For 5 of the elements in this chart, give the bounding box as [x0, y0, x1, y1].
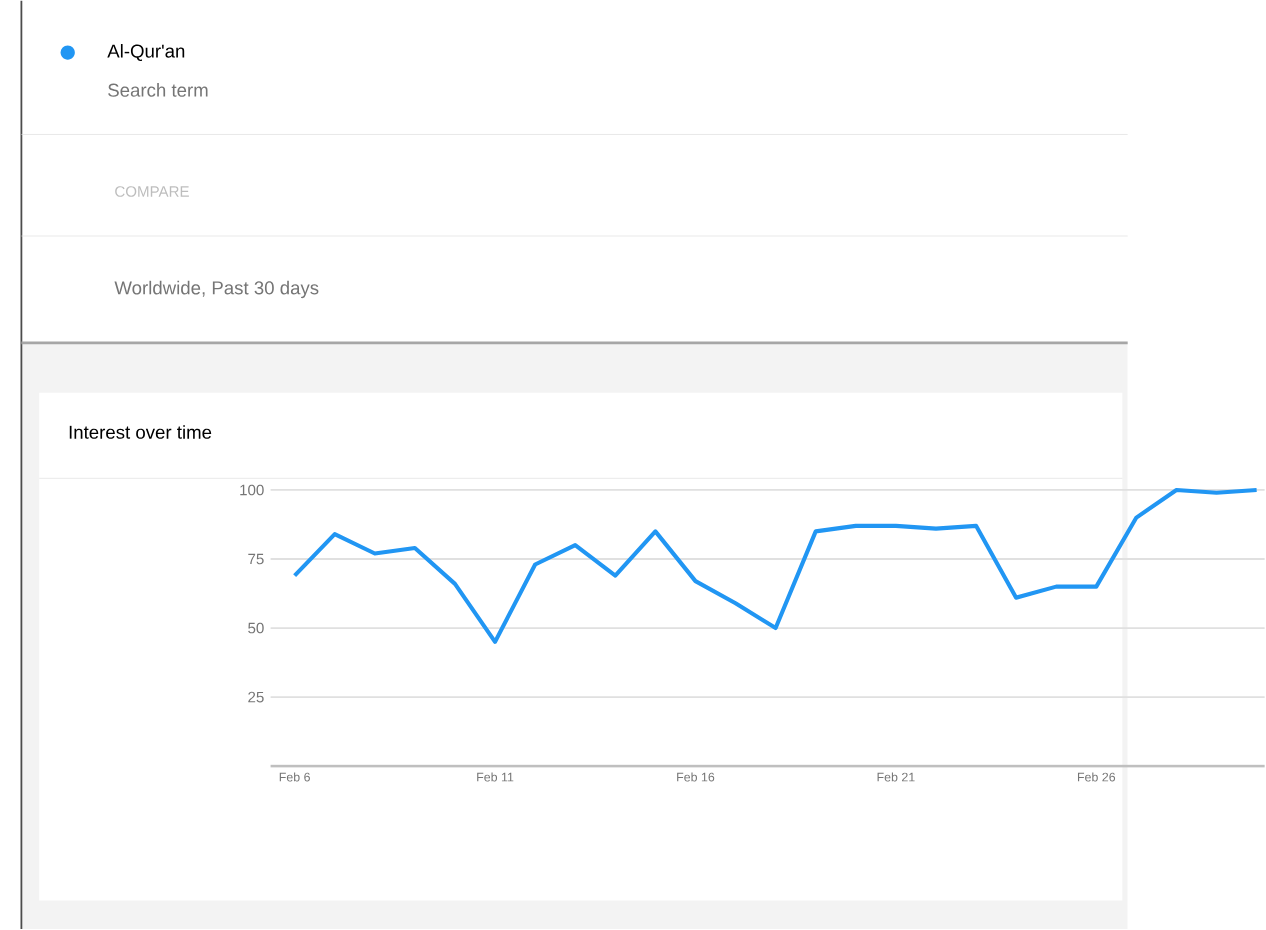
line-series: [292, 487, 1259, 644]
text: Worldwide, Past 30 days: [114, 280, 319, 299]
text: Search term: [108, 83, 208, 97]
chart-title: Interest over time: [69, 425, 212, 439]
legend-label: Al-Qur'an: [107, 44, 185, 62]
